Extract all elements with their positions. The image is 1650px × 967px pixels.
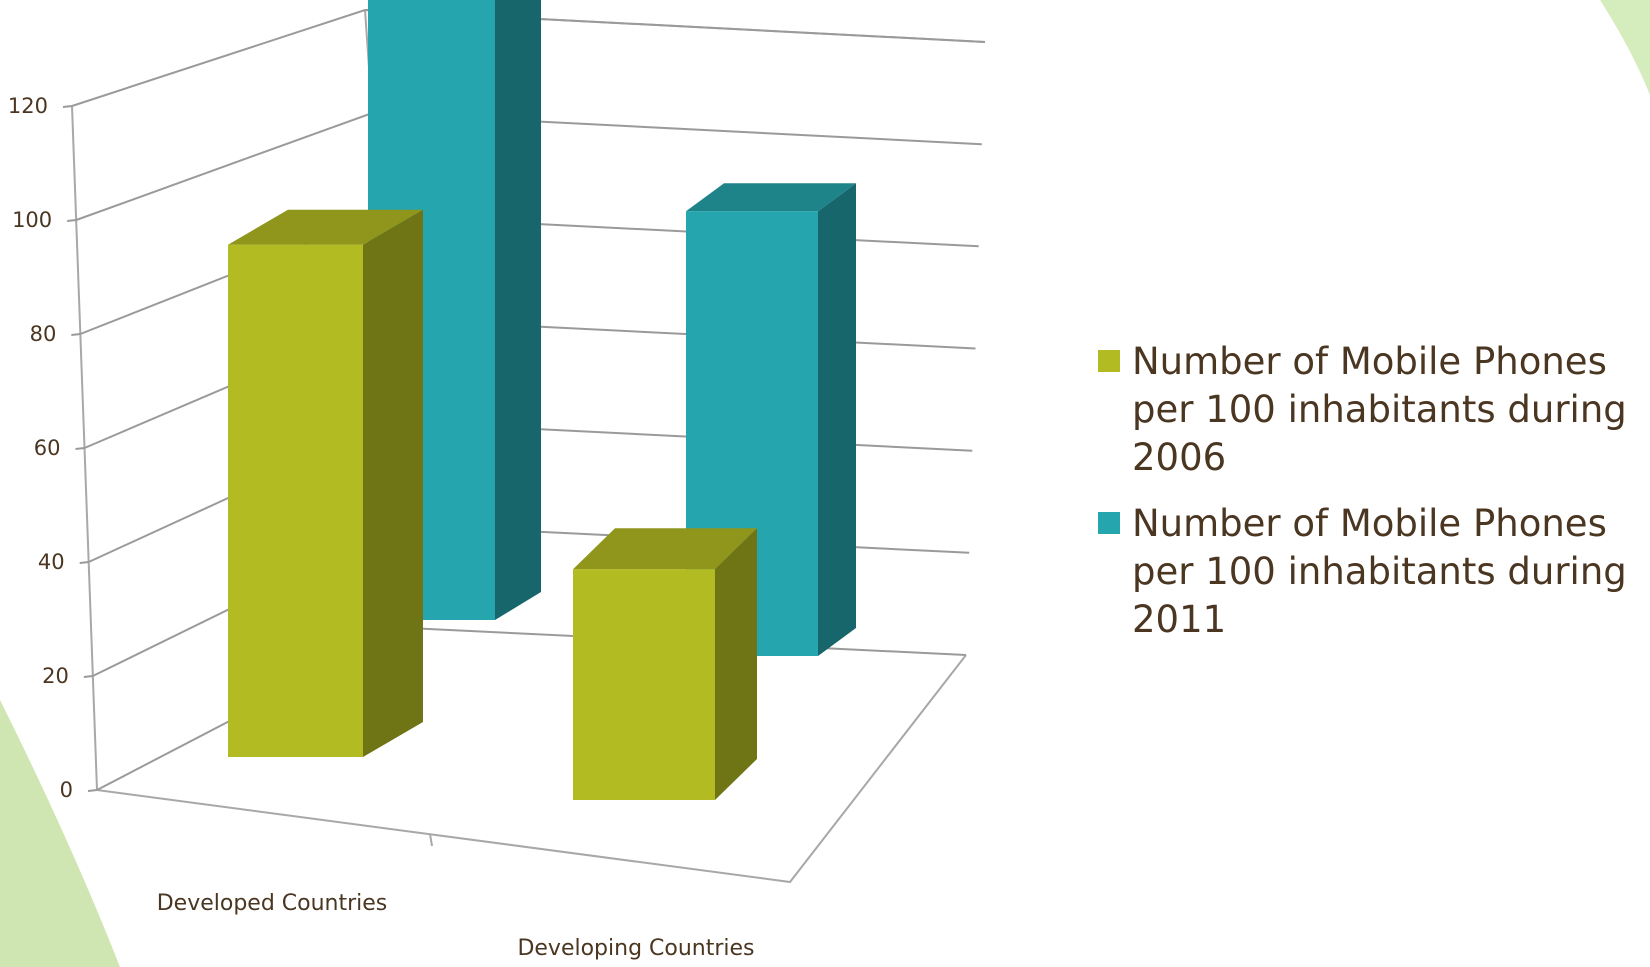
- y-tick-label-120: 120: [8, 94, 48, 118]
- bar-2006-developing: [573, 528, 757, 800]
- y-tick-label-0: 0: [60, 778, 73, 802]
- bar-side-face: [495, 0, 541, 620]
- y-tick-mark-40: [80, 562, 89, 563]
- bar-front-face: [573, 569, 715, 800]
- y-tick-label-80: 80: [30, 322, 57, 346]
- legend-label-2006: Number of Mobile Phones per 100 inhabita…: [1132, 340, 1627, 479]
- bar-side-face: [363, 210, 423, 757]
- decor-arc-right: [1600, 0, 1650, 95]
- legend-item-2011: Number of Mobile Phones per 100 inhabita…: [1098, 500, 1638, 644]
- y-tick-mark-100: [67, 220, 76, 221]
- decor-arc-left: [0, 700, 120, 967]
- legend-item-2006: Number of Mobile Phones per 100 inhabita…: [1098, 338, 1638, 482]
- y-tick-label-40: 40: [38, 550, 65, 574]
- legend-label-2011: Number of Mobile Phones per 100 inhabita…: [1132, 502, 1627, 641]
- y-tick-mark-0: [88, 790, 97, 791]
- y-tick-label-20: 20: [42, 664, 69, 688]
- y-tick-label-100: 100: [12, 208, 52, 232]
- y-tick-mark-80: [71, 334, 80, 335]
- bar-front-face: [228, 245, 363, 757]
- bar-2006-developed: [228, 210, 423, 757]
- x-axis-category-labels: Developed Countries Developing Countries: [157, 891, 755, 961]
- floor-front-edge: [97, 655, 966, 882]
- legend: Number of Mobile Phones per 100 inhabita…: [1098, 338, 1638, 662]
- y-axis-tick-labels: 0 20 40 60 80 100 120: [8, 94, 97, 802]
- y-tick-mark-120: [63, 106, 72, 107]
- category-divider-tick: [430, 834, 432, 846]
- bar-side-face: [715, 528, 757, 800]
- bars: [228, 0, 856, 800]
- legend-swatch-2006: [1098, 350, 1120, 372]
- gridline-0: [97, 628, 966, 790]
- y-tick-label-60: 60: [34, 436, 61, 460]
- x-category-label-1: Developing Countries: [517, 936, 754, 961]
- y-tick-mark-60: [76, 448, 85, 449]
- y-tick-mark-20: [84, 676, 93, 677]
- bar-side-face: [818, 183, 856, 656]
- x-category-label-0: Developed Countries: [157, 891, 388, 916]
- legend-swatch-2011: [1098, 512, 1120, 534]
